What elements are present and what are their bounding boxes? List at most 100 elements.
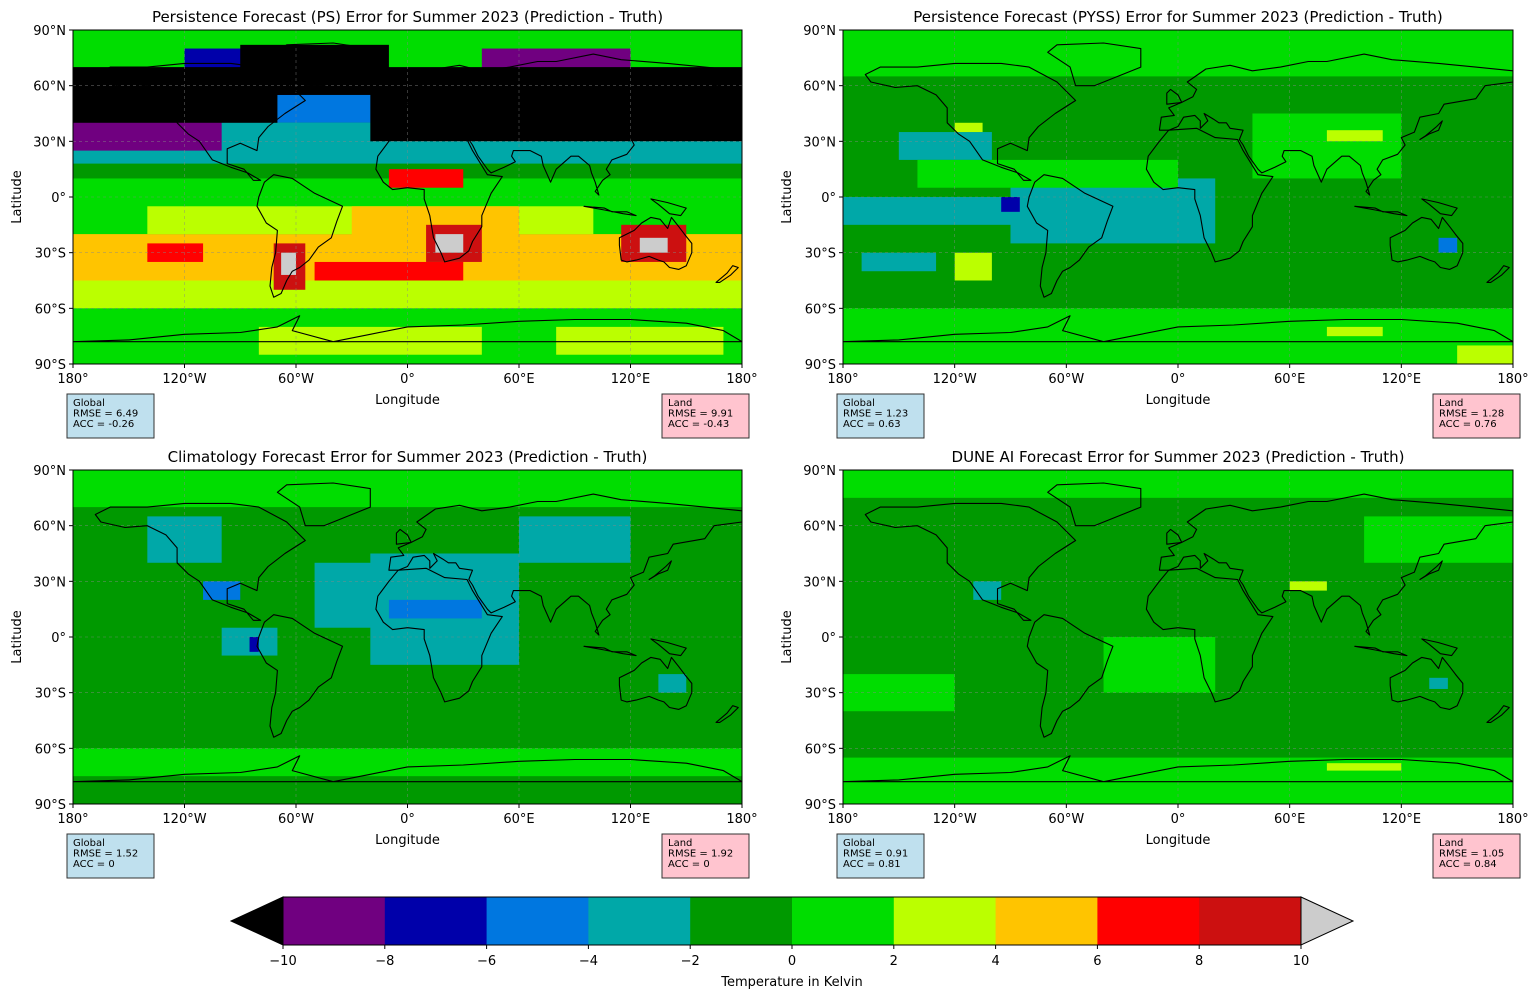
x-tick-label: 60°E bbox=[503, 812, 534, 827]
colorbar-segment bbox=[792, 897, 895, 945]
y-tick-label: 60°S bbox=[805, 742, 836, 757]
x-tick-label: 120°W bbox=[933, 812, 977, 827]
coastline bbox=[843, 315, 1513, 343]
colorbar-segment bbox=[283, 897, 386, 945]
coastline bbox=[1158, 53, 1513, 196]
y-tick-label: 60°N bbox=[803, 520, 836, 535]
y-tick-label: 90°N bbox=[803, 464, 836, 479]
error-region bbox=[954, 122, 983, 133]
coastline bbox=[618, 216, 693, 270]
error-region bbox=[556, 326, 724, 355]
error-region bbox=[861, 252, 937, 272]
panel-title: Climatology Forecast Error for Summer 20… bbox=[168, 448, 648, 466]
x-axis-label: Longitude bbox=[375, 833, 440, 848]
y-tick-label: 30°S bbox=[35, 247, 66, 262]
x-tick-label: 180° bbox=[57, 372, 88, 387]
coastline bbox=[1419, 120, 1443, 141]
stats-line: ACC = -0.26 bbox=[73, 419, 134, 430]
stats-line: RMSE = 1.52 bbox=[73, 849, 138, 860]
coastline bbox=[73, 755, 742, 783]
y-tick-label: 90°N bbox=[33, 24, 66, 39]
coastline bbox=[1166, 528, 1183, 545]
stats-line: RMSE = 1.23 bbox=[843, 409, 908, 420]
coastline bbox=[375, 567, 503, 703]
coastline bbox=[395, 88, 412, 105]
y-tick-label: 30°N bbox=[803, 575, 836, 590]
panel-title: DUNE AI Forecast Error for Summer 2023 (… bbox=[952, 448, 1405, 466]
y-tick-label: 30°S bbox=[805, 247, 836, 262]
coastline bbox=[1026, 614, 1114, 738]
error-region bbox=[1326, 763, 1402, 771]
stats-line: ACC = 0 bbox=[73, 859, 115, 870]
x-tick-label: 0° bbox=[400, 812, 415, 827]
colorbar-tick-label: 6 bbox=[1093, 954, 1101, 969]
error-region bbox=[281, 252, 296, 275]
y-axis-label: Latitude bbox=[10, 610, 25, 664]
error-region bbox=[1364, 516, 1513, 563]
y-tick-label: 0° bbox=[51, 631, 66, 646]
coastline bbox=[1486, 705, 1510, 723]
colorbar-tick-label: −4 bbox=[579, 954, 598, 969]
stats-line: RMSE = 0.91 bbox=[843, 849, 908, 860]
coastline bbox=[715, 705, 739, 723]
stats-line: RMSE = 1.92 bbox=[668, 849, 733, 860]
coastline bbox=[1354, 645, 1408, 657]
coastline bbox=[583, 205, 637, 217]
error-region bbox=[435, 234, 464, 253]
colorbar-segment bbox=[486, 897, 589, 945]
x-tick-label: 60°E bbox=[1274, 812, 1305, 827]
y-tick-label: 60°N bbox=[33, 520, 66, 535]
coastline bbox=[1389, 216, 1464, 270]
coastline bbox=[618, 656, 693, 710]
colorbar-tick-label: −6 bbox=[477, 954, 496, 969]
error-region bbox=[1252, 113, 1402, 179]
x-tick-label: 180° bbox=[57, 812, 88, 827]
panel-title: Persistence Forecast (PS) Error for Summ… bbox=[152, 8, 663, 26]
error-field bbox=[73, 30, 742, 364]
y-tick-label: 90°S bbox=[35, 358, 66, 373]
colorbar: −10 −8 −6 −4 −2 0 2 4 6 8 10 Temperature in Kelvin bbox=[229, 896, 1355, 990]
error-region bbox=[843, 197, 1011, 225]
y-axis-label: Latitude bbox=[780, 170, 795, 224]
colorbar-under-arrow bbox=[229, 896, 284, 946]
x-tick-label: 60°W bbox=[278, 812, 314, 827]
colorbar-over-arrow bbox=[1300, 896, 1355, 946]
coastline bbox=[94, 502, 306, 621]
coastline bbox=[1486, 265, 1510, 283]
x-tick-label: 60°E bbox=[1274, 372, 1305, 387]
colorbar-tick-label: −2 bbox=[681, 954, 700, 969]
colorbar-tick-label: 8 bbox=[1195, 954, 1203, 969]
colorbar-segment bbox=[690, 897, 793, 945]
coastline bbox=[388, 493, 742, 636]
error-region bbox=[314, 261, 464, 281]
error-region bbox=[1438, 237, 1458, 253]
x-tick-label: 180° bbox=[1497, 372, 1528, 387]
error-region bbox=[1429, 677, 1448, 689]
coastline bbox=[650, 638, 687, 657]
error-region bbox=[1103, 637, 1216, 693]
stats-line: RMSE = 1.28 bbox=[1439, 409, 1504, 420]
colorbar-tick-label: −8 bbox=[375, 954, 394, 969]
coastline bbox=[1421, 198, 1458, 217]
coastline bbox=[1145, 567, 1274, 703]
error-region bbox=[388, 169, 464, 188]
error-region bbox=[388, 599, 482, 619]
stats-line: RMSE = 1.05 bbox=[1439, 849, 1504, 860]
coastline bbox=[583, 645, 637, 657]
stats-line: Global bbox=[843, 838, 875, 849]
y-tick-label: 0° bbox=[821, 191, 836, 206]
coastline bbox=[1047, 42, 1142, 87]
coastline bbox=[648, 560, 672, 581]
x-tick-label: 120°W bbox=[162, 372, 206, 387]
error-region bbox=[1001, 197, 1020, 212]
coastline bbox=[648, 120, 672, 141]
stats-line: RMSE = 9.91 bbox=[668, 409, 733, 420]
y-tick-label: 60°S bbox=[805, 302, 836, 317]
x-tick-label: 180° bbox=[827, 812, 858, 827]
coastline bbox=[1047, 482, 1142, 527]
y-tick-label: 30°N bbox=[33, 135, 66, 150]
coastline bbox=[94, 62, 306, 181]
y-tick-label: 90°S bbox=[805, 798, 836, 813]
stats-line: ACC = 0.84 bbox=[1439, 859, 1497, 870]
